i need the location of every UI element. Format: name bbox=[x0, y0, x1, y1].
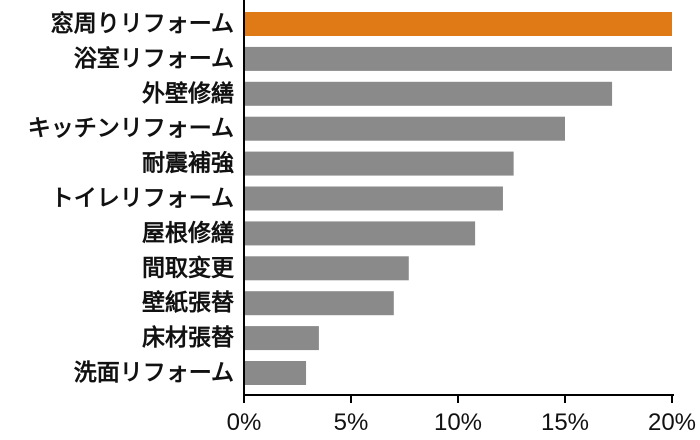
bar-10 bbox=[244, 361, 307, 385]
category-label-4: 耐震補強 bbox=[142, 151, 234, 177]
category-label-6: 屋根修繕 bbox=[142, 219, 234, 246]
x-tick-label-3: 15% bbox=[541, 409, 589, 436]
bar-9 bbox=[244, 326, 319, 351]
bar-7 bbox=[244, 256, 409, 281]
bar-2 bbox=[244, 81, 613, 106]
category-label-8: 壁紙張替 bbox=[142, 289, 234, 316]
category-labels: 窓周りリフォーム浴室リフォーム外壁修繕キッチンリフォーム耐震補強トイレリフォーム… bbox=[28, 10, 235, 386]
x-tick-label-4: 20% bbox=[648, 409, 696, 436]
bar-4 bbox=[244, 151, 514, 176]
bar-5 bbox=[244, 186, 503, 211]
x-tick-label-2: 10% bbox=[434, 409, 482, 436]
bars-layer bbox=[244, 12, 672, 385]
x-axis: 0% 5% 10% 15% 20% bbox=[227, 0, 696, 436]
bar-8 bbox=[244, 291, 394, 316]
category-label-5: トイレリフォーム bbox=[51, 186, 234, 212]
bar-6 bbox=[244, 221, 476, 246]
category-label-1: 浴室リフォーム bbox=[74, 45, 234, 72]
bar-3 bbox=[244, 116, 565, 141]
x-tick-label-1: 5% bbox=[334, 409, 369, 436]
bar-0 bbox=[244, 12, 672, 36]
x-tick-label-0: 0% bbox=[227, 409, 262, 436]
category-label-10: 洗面リフォーム bbox=[74, 360, 234, 386]
category-label-7: 間取変更 bbox=[142, 254, 235, 281]
category-label-2: 外壁修繕 bbox=[142, 80, 234, 107]
category-label-0: 窓周りリフォーム bbox=[51, 10, 234, 37]
category-label-9: 床材張替 bbox=[142, 324, 234, 351]
category-label-3: キッチンリフォーム bbox=[28, 116, 234, 142]
bar-1 bbox=[244, 46, 672, 71]
